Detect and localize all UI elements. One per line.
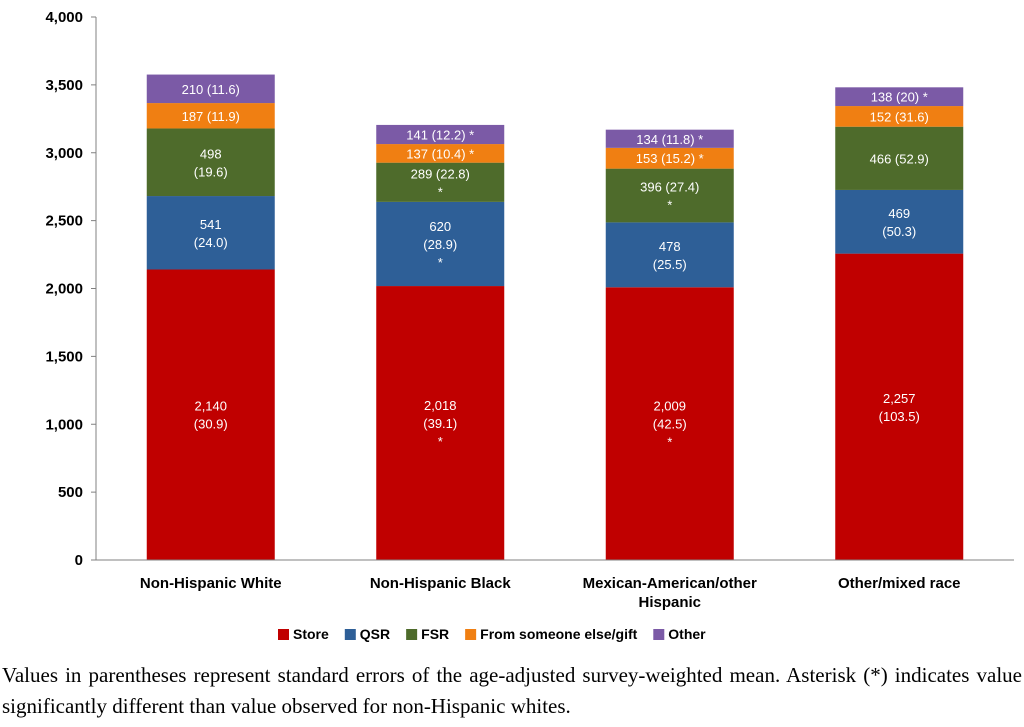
data-label: 153 (15.2) *: [636, 151, 704, 166]
data-label: 210 (11.6): [182, 82, 240, 97]
data-label: 134 (11.8) *: [636, 132, 703, 147]
data-label: *: [438, 255, 443, 270]
y-tick-label: 0: [75, 552, 83, 569]
data-label: 541: [200, 217, 222, 232]
y-axis: 0 500 1,000 1,500 2,000 2,500 3,000 3,500 4,000: [45, 9, 97, 569]
bar-segment-store: [835, 253, 964, 560]
bar-segment-other: [146, 74, 275, 104]
footnote: Values in parentheses represent standard…: [2, 663, 1022, 718]
bars: 2,140 (30.9) 541 (24.0) 498 (19.6) 187 (11.9) 2…: [146, 74, 964, 560]
data-label: 469: [888, 206, 910, 221]
legend-label: QSR: [360, 626, 390, 642]
y-tick-label: 1,000: [45, 416, 83, 433]
y-tick-label: 3,000: [45, 145, 83, 162]
data-label: 396 (27.4): [640, 180, 699, 195]
bar-segment-qsr: [376, 201, 505, 287]
data-label: (42.5): [653, 417, 687, 432]
data-label: 2,140: [194, 399, 227, 414]
bar-segment-fsr: [835, 126, 964, 190]
data-label: *: [667, 435, 672, 450]
bar-segment-other: [376, 124, 505, 145]
x-tick-label: Non-Hispanic Black: [370, 575, 512, 592]
data-label: 138 (20) *: [871, 90, 928, 105]
legend-swatch: [653, 629, 665, 640]
data-label: *: [438, 184, 443, 199]
bar-segment-fsr: [146, 128, 275, 197]
data-label: (19.6): [194, 164, 228, 179]
bar-segment-from-someone-else-gift: [835, 106, 964, 127]
data-label: 2,009: [653, 399, 686, 414]
y-tick-label: 2,500: [45, 213, 83, 230]
data-label: 289 (22.8): [411, 166, 470, 181]
bar-segment-qsr: [146, 196, 275, 270]
data-label: (28.9): [423, 237, 457, 252]
data-label: 466 (52.9): [870, 151, 929, 166]
y-tick-label: 3,500: [45, 77, 83, 94]
x-tick-label: Mexican-American/other: [583, 575, 757, 592]
bar-segment-from-someone-else-gift: [146, 103, 275, 129]
data-label: *: [667, 198, 672, 213]
data-label: (103.5): [879, 409, 920, 424]
bar-segment-other: [605, 129, 734, 148]
bar-segment-qsr: [605, 222, 734, 288]
legend-swatch: [344, 629, 356, 640]
legend-label: From someone else/gift: [480, 626, 637, 642]
bar-segment-from-someone-else-gift: [376, 144, 505, 163]
bar-segment-store: [146, 269, 275, 560]
data-label: 478: [659, 239, 681, 254]
data-label: 620: [429, 219, 451, 234]
data-label: (30.9): [194, 417, 228, 432]
legend-label: FSR: [421, 626, 449, 642]
x-tick-label: Hispanic: [638, 594, 701, 611]
stacked-bar-chart: 05001,0001,5002,0002,5003,0003,5004,000 …: [45, 9, 1014, 642]
bar-segment-store: [376, 286, 505, 560]
data-label: 2,257: [883, 391, 916, 406]
legend-swatch: [278, 629, 289, 640]
x-tick-label: Other/mixed race: [838, 575, 961, 592]
bar-segment-fsr: [376, 162, 505, 202]
data-label: 2,018: [424, 398, 457, 413]
bar-segment-other: [835, 87, 964, 107]
y-tick-label: 1,500: [45, 348, 83, 365]
bar-segment-fsr: [605, 168, 734, 223]
data-label: 141 (12.2) *: [406, 127, 474, 142]
legend-swatch: [406, 629, 418, 640]
x-axis: Non-Hispanic White Non-Hispanic Black Mexi…: [96, 559, 1014, 611]
y-tick-label: 500: [58, 484, 83, 501]
data-label: *: [438, 434, 443, 449]
y-tick-label: 2,000: [45, 281, 83, 298]
legend-label: Other: [668, 626, 706, 642]
legend-label: Store: [293, 626, 329, 642]
data-label: (50.3): [882, 224, 916, 239]
bar-segment-from-someone-else-gift: [605, 147, 734, 169]
data-label: (25.5): [653, 257, 687, 272]
data-label: 498: [200, 146, 222, 161]
legend: Store QSR FSR From someone else/gift Other: [278, 626, 706, 642]
data-label: 187 (11.9): [182, 109, 240, 124]
bar-segment-store: [605, 287, 734, 560]
data-label: (24.0): [194, 235, 228, 250]
x-tick-label: Non-Hispanic White: [140, 575, 282, 592]
data-label: 137 (10.4) *: [406, 146, 474, 161]
y-tick-label: 4,000: [45, 9, 83, 26]
data-label: (39.1): [423, 416, 457, 431]
data-label: 152 (31.6): [870, 109, 929, 124]
legend-swatch: [465, 629, 477, 640]
bar-segment-qsr: [835, 189, 964, 254]
